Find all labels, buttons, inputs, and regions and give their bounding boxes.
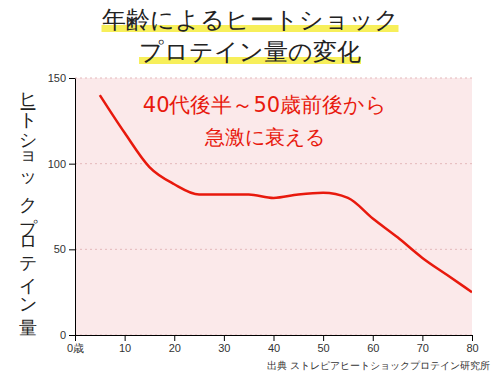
- x-tick-mark: [422, 335, 423, 341]
- title-group: 年齢によるヒートショックプロテイン量の変化: [102, 6, 399, 66]
- x-tick: 70: [417, 335, 429, 354]
- x-tick-label: 80: [466, 342, 478, 354]
- x-tick-label: 20: [169, 342, 181, 354]
- y-tick-label: 150: [48, 72, 66, 84]
- grid: [75, 78, 472, 335]
- y-axis-title: ヒートショックプロテイン量: [18, 80, 39, 336]
- y-tick-mark: [69, 249, 75, 250]
- y-tick: 50: [54, 243, 75, 255]
- data-line: [100, 95, 472, 292]
- x-tick-mark: [472, 335, 473, 341]
- y-tick-mark: [69, 78, 75, 79]
- y-tick: 150: [48, 72, 75, 84]
- x-tick-label: 30: [218, 342, 230, 354]
- source: 出典 ストレピアヒートショックプロテイン研究所: [267, 360, 490, 371]
- x-tick-label: 70: [417, 342, 429, 354]
- data-layer: [100, 95, 472, 292]
- x-tick-mark: [373, 335, 374, 341]
- y-axis-line: [75, 79, 76, 336]
- annotation-group: 40代後半～50歳前後から急激に衰える: [143, 93, 387, 149]
- grid-line: [75, 163, 472, 164]
- x-tick-mark: [174, 335, 175, 341]
- x-tick-mark: [75, 335, 76, 341]
- y-tick-label: 100: [48, 158, 66, 170]
- x-tick: 80: [466, 335, 478, 354]
- y-tick-label: 0: [60, 329, 66, 341]
- x-tick: 0歳: [67, 335, 84, 354]
- x-tick-label: 40: [268, 342, 280, 354]
- y-tick-mark: [69, 335, 75, 336]
- x-tick-label: 60: [367, 342, 379, 354]
- x-tick: 20: [169, 335, 181, 354]
- y-tick: 100: [48, 158, 75, 170]
- x-tick-mark: [274, 335, 275, 341]
- y-tick-label: 50: [54, 243, 66, 255]
- title: 年齢によるヒートショック: [102, 6, 399, 34]
- x-tick: 50: [318, 335, 330, 354]
- x-tick-label: 50: [318, 342, 330, 354]
- grid-line: [75, 78, 472, 79]
- x-tick: 10: [119, 335, 131, 354]
- y-axis: 0 50 100 150: [48, 72, 76, 341]
- x-tick-mark: [224, 335, 225, 341]
- x-tick: 30: [218, 335, 230, 354]
- title: プロテイン量の変化: [139, 38, 361, 66]
- x-tick: 60: [367, 335, 379, 354]
- x-tick-mark: [125, 335, 126, 341]
- annotation: 急激に衰える: [204, 125, 325, 149]
- x-axis: 0歳 10 20 30 40 50 60 70 80: [67, 335, 479, 354]
- annotation: 40代後半～50歳前後から: [143, 93, 387, 117]
- x-tick-label: 0歳: [67, 342, 84, 354]
- x-tick-label: 10: [119, 342, 131, 354]
- y-tick: 0: [60, 329, 75, 341]
- chart-root: 年齢によるヒートショックプロテイン量の変化0歳10203040506070800…: [0, 0, 500, 375]
- y-tick-mark: [69, 164, 75, 165]
- plot-background: [75, 78, 472, 335]
- x-tick: 40: [268, 335, 280, 354]
- x-tick-mark: [323, 335, 324, 341]
